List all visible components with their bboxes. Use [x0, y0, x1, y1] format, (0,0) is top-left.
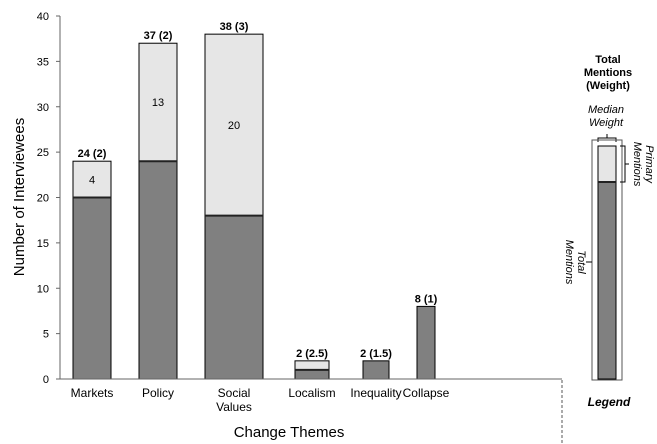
legend-median-weight-label: Median Weight: [588, 104, 624, 129]
bar-total-segment: [72, 197, 112, 380]
x-category-label: Social Values: [216, 386, 252, 414]
bar-primary-segment: [72, 160, 112, 198]
legend-primary-bracket: [620, 145, 629, 183]
y-axis-title: Number of Interviewees: [11, 118, 28, 276]
bar-total-label: 38 (3): [220, 21, 249, 33]
y-tick-label: 40: [37, 11, 49, 23]
x-axis-title: Change Themes: [234, 424, 345, 441]
bar-primary-segment: [294, 360, 330, 371]
x-category-label: Collapse: [403, 386, 450, 400]
y-tick-label: 15: [37, 238, 49, 250]
bar-total-segment: [416, 305, 436, 380]
bar-group: 2 (2.5): [294, 348, 330, 380]
y-tick-label: 25: [37, 147, 49, 159]
bar-total-label: 2 (2.5): [296, 348, 328, 360]
y-axis: 0 5 10 15 20 25 30 35 40: [37, 11, 61, 386]
bar-total-label: 8 (1): [415, 293, 438, 305]
legend-total-swatch: [597, 181, 617, 380]
bar-primary-label: 4: [89, 174, 95, 186]
y-tick-label: 35: [37, 56, 49, 68]
y-tick-label: 0: [43, 374, 49, 386]
bar-total-label: 37 (2): [144, 30, 173, 42]
bar-primary-label: 13: [152, 97, 164, 109]
x-category-label: Localism: [288, 386, 335, 400]
bars: 4 24 (2) 13 37 (2) 20 38 (3) 2 (2.5) 2 (1.5) 8 (…: [72, 21, 438, 380]
x-category-label: Policy: [142, 386, 174, 400]
legend-primary-swatch: [597, 145, 617, 183]
bar-primary-segment: [204, 33, 264, 217]
y-tick-label: 10: [37, 283, 49, 295]
y-tick-label: 30: [37, 102, 49, 114]
bar-primary-segment: [138, 42, 178, 162]
bar-total-label: 24 (2): [78, 148, 107, 160]
y-tick-label: 5: [43, 329, 49, 341]
bar-group: 20 38 (3): [204, 21, 264, 380]
x-category-label: Inequality: [350, 386, 401, 400]
bar-total-segment: [294, 369, 330, 380]
bar-total-segment: [362, 360, 390, 380]
legend-total-mentions-label: TotalMentions: [563, 240, 587, 285]
legend: Total Mentions (Weight) Median Weight Primary…: [561, 54, 655, 444]
bar-total-segment: [138, 160, 178, 380]
bar-group: 8 (1): [415, 293, 438, 380]
bar-total-segment: [204, 215, 264, 380]
bar-primary-label: 20: [228, 120, 240, 132]
bar-group: 13 37 (2): [138, 30, 178, 380]
x-axis: Markets Policy Social Values Localism Inequal…: [60, 378, 562, 414]
legend-median-bracket: [597, 134, 617, 142]
bar-total-label: 2 (1.5): [360, 348, 392, 360]
bar-group: 2 (1.5): [360, 348, 392, 380]
legend-primary-mentions-label: PrimaryMentions: [631, 142, 655, 187]
y-tick-label: 20: [37, 193, 49, 205]
bar-group: 4 24 (2): [72, 148, 112, 380]
legend-frame: [591, 139, 623, 381]
x-category-label: Markets: [71, 386, 114, 400]
legend-footer: Legend: [588, 395, 631, 409]
legend-title: Total Mentions (Weight): [584, 54, 632, 92]
